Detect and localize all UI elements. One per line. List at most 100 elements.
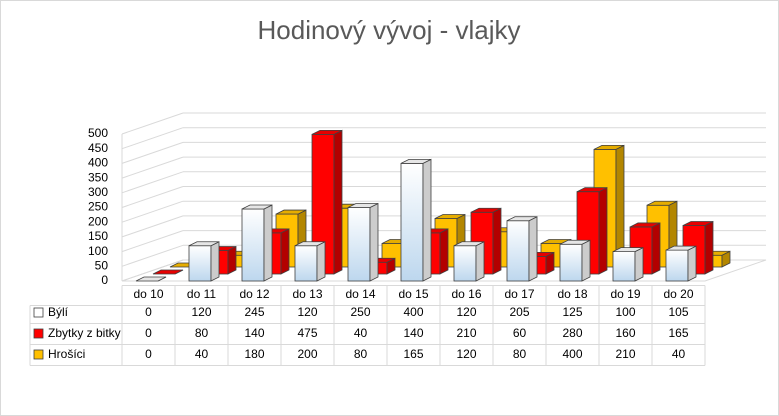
grid-line bbox=[121, 127, 184, 150]
x-tick-label: do 10 bbox=[133, 287, 163, 301]
bar-top bbox=[400, 158, 432, 164]
table-value: 120 bbox=[297, 305, 317, 319]
table-value: 165 bbox=[403, 347, 423, 361]
grid-line bbox=[121, 186, 184, 208]
table-value: 160 bbox=[615, 326, 635, 340]
table-value: 120 bbox=[191, 305, 211, 319]
y-tick-label: 200 bbox=[88, 214, 108, 228]
bar-side bbox=[369, 202, 379, 282]
bar-top bbox=[347, 203, 379, 208]
bar-side bbox=[528, 216, 538, 282]
bar-top bbox=[135, 276, 167, 282]
x-tick-label: do 14 bbox=[345, 287, 375, 301]
x-tick-label: do 13 bbox=[292, 287, 322, 301]
y-tick-label: 50 bbox=[95, 258, 109, 272]
table-value: 120 bbox=[456, 305, 476, 319]
table-value: 80 bbox=[513, 347, 527, 361]
bar-top bbox=[311, 129, 343, 135]
x-tick-label: do 20 bbox=[663, 287, 693, 301]
table-value: 125 bbox=[562, 305, 582, 319]
bar-top bbox=[576, 187, 608, 193]
y-tick-label: 100 bbox=[88, 244, 108, 258]
legend-swatch bbox=[33, 349, 44, 360]
table-value: 400 bbox=[403, 305, 423, 319]
table-value: 60 bbox=[513, 326, 527, 340]
bar bbox=[294, 245, 318, 282]
table-value: 120 bbox=[456, 347, 476, 361]
bar-side bbox=[492, 207, 502, 275]
grid-line bbox=[121, 215, 184, 238]
bar bbox=[612, 251, 636, 282]
legend-swatch bbox=[33, 307, 44, 318]
y-tick-label: 400 bbox=[88, 156, 108, 170]
table-value: 0 bbox=[145, 305, 152, 319]
bar-top bbox=[665, 245, 697, 251]
bar bbox=[241, 208, 265, 282]
x-tick-label: do 17 bbox=[504, 287, 534, 301]
bar-top bbox=[593, 144, 625, 150]
bar-side bbox=[227, 245, 237, 275]
x-tick-label: do 19 bbox=[610, 287, 640, 301]
bar-side bbox=[634, 246, 644, 282]
table-value: 140 bbox=[244, 326, 264, 340]
grid-line bbox=[121, 171, 184, 194]
bar-side bbox=[333, 129, 343, 275]
table-value: 245 bbox=[244, 305, 264, 319]
bar-top bbox=[275, 209, 307, 215]
bar-side bbox=[422, 158, 432, 282]
bar-side bbox=[263, 204, 273, 282]
bar-side bbox=[651, 222, 661, 275]
bar-top bbox=[453, 241, 485, 247]
bar-top bbox=[470, 207, 502, 213]
bar bbox=[188, 245, 212, 282]
table-value: 0 bbox=[145, 326, 152, 340]
x-tick-label: do 12 bbox=[239, 287, 269, 301]
bar-top bbox=[434, 214, 466, 219]
legend-label: Hrošíci bbox=[48, 347, 85, 361]
x-tick-label: do 15 bbox=[398, 287, 428, 301]
y-tick-label: 500 bbox=[88, 126, 108, 140]
grid-line bbox=[121, 112, 184, 135]
bar-top bbox=[612, 247, 644, 253]
table-value: 80 bbox=[354, 347, 368, 361]
bar bbox=[347, 207, 371, 282]
bar-top bbox=[294, 241, 326, 247]
bar-side bbox=[704, 220, 714, 275]
table-value: 210 bbox=[456, 326, 476, 340]
table-value: 400 bbox=[562, 347, 582, 361]
bar-side bbox=[475, 241, 485, 282]
bar-side bbox=[598, 187, 608, 275]
grid-line bbox=[121, 230, 184, 253]
table-value: 80 bbox=[195, 326, 209, 340]
legend-label: Býlí bbox=[48, 305, 69, 319]
table-value: 40 bbox=[354, 326, 368, 340]
table-value: 100 bbox=[615, 305, 635, 319]
y-tick-label: 150 bbox=[88, 229, 108, 243]
bar bbox=[665, 249, 689, 282]
y-tick-label: 0 bbox=[101, 273, 108, 287]
x-tick-label: do 16 bbox=[451, 287, 481, 301]
bar-top bbox=[152, 269, 184, 275]
bar bbox=[400, 162, 424, 282]
table-value: 140 bbox=[403, 326, 423, 340]
x-tick-label: do 11 bbox=[187, 287, 216, 301]
bar-side bbox=[210, 241, 220, 282]
bar-side bbox=[687, 245, 697, 282]
table-value: 280 bbox=[562, 326, 582, 340]
table-value: 180 bbox=[244, 347, 264, 361]
grid-line bbox=[121, 244, 184, 267]
legend-swatch bbox=[33, 328, 44, 339]
y-tick-label: 300 bbox=[88, 185, 108, 199]
grid-line bbox=[121, 156, 184, 179]
chart-title: Hodinový vývoj - vlajky bbox=[258, 15, 521, 45]
bar-side bbox=[581, 239, 591, 282]
y-tick-label: 250 bbox=[88, 200, 108, 214]
bar-side bbox=[280, 228, 290, 275]
legend-label: Zbytky z bitky bbox=[48, 326, 121, 340]
grid-line bbox=[121, 259, 184, 282]
table-value: 40 bbox=[195, 347, 209, 361]
bar-top bbox=[241, 204, 273, 210]
bar-top bbox=[629, 222, 661, 228]
table-value: 200 bbox=[297, 347, 317, 361]
